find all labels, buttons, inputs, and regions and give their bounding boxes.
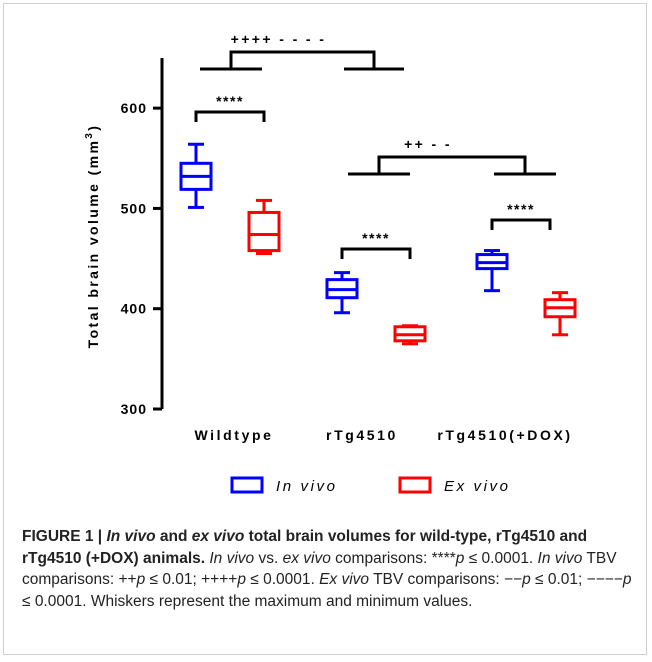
box-in-vivo [179, 142, 213, 209]
group-bracket-line [229, 50, 376, 69]
x-category-label: Wildtype [194, 427, 273, 443]
legend-label: In vivo [276, 478, 338, 495]
bracket-line [194, 110, 266, 122]
y-tick-label: 300 [121, 401, 147, 417]
caption-sentence-2: In vivo TBV comparisons: ++p ≤ 0.01; +++… [22, 549, 617, 589]
box-ex-vivo [543, 291, 577, 337]
group-bracket: ++ - - [348, 136, 556, 176]
box-ex-vivo [393, 324, 427, 346]
pair-bracket: **** [340, 230, 412, 259]
group-significance-label: ++ - - [404, 136, 452, 152]
box-in-vivo [475, 249, 509, 293]
box-plot-chart: 300 400 500 600 Total brain volume (mm3) Wild… [84, 31, 577, 495]
legend-item: Ex vivo [398, 476, 511, 495]
legend-swatch [398, 476, 432, 494]
caption-sentence-3: Ex vivo TBV comparisons: −−p ≤ 0.01; −−−… [22, 571, 632, 610]
legend-label: Ex vivo [444, 478, 511, 495]
y-axis-label: Total brain volume (mm3) [84, 124, 101, 349]
group-bracket: ++++ - - - - [200, 31, 404, 71]
significance-label: **** [507, 201, 535, 217]
bracket-line [340, 247, 412, 259]
figure-frame [3, 3, 647, 655]
caption-sentence-1: In vivo vs. ex vivo comparisons: ****p ≤… [209, 549, 538, 567]
pair-bracket: **** [194, 93, 266, 122]
legend-item: In vivo [230, 476, 338, 495]
x-category-label: rTg4510 [326, 427, 398, 443]
y-tick-label: 600 [121, 100, 147, 116]
caption-title: FIGURE 1 | In vivo and ex vivo total bra… [22, 528, 588, 567]
axes: 300 400 500 600 Total brain volume (mm3) Wild… [84, 58, 572, 443]
bracket-line [490, 218, 552, 230]
group-bracket-line [377, 155, 527, 174]
pair-bracket: **** [490, 201, 552, 230]
significance-brackets: **** **** **** ++++ - - - - ++ - - [194, 31, 556, 259]
significance-label: **** [216, 93, 244, 109]
legend-swatch [230, 476, 264, 494]
y-tick-label: 500 [121, 200, 147, 216]
boxes [179, 142, 577, 346]
iqr-box [247, 210, 281, 253]
legend: In vivo Ex vivo [230, 476, 511, 495]
box-in-vivo [325, 271, 359, 315]
significance-label: **** [362, 230, 390, 246]
x-category-label: rTg4510(+DOX) [437, 427, 572, 443]
figure-caption: FIGURE 1 | In vivo and ex vivo total bra… [22, 526, 634, 612]
y-tick-label: 400 [121, 301, 147, 317]
box-ex-vivo [247, 198, 281, 256]
group-significance-label: ++++ - - - - [231, 31, 327, 47]
